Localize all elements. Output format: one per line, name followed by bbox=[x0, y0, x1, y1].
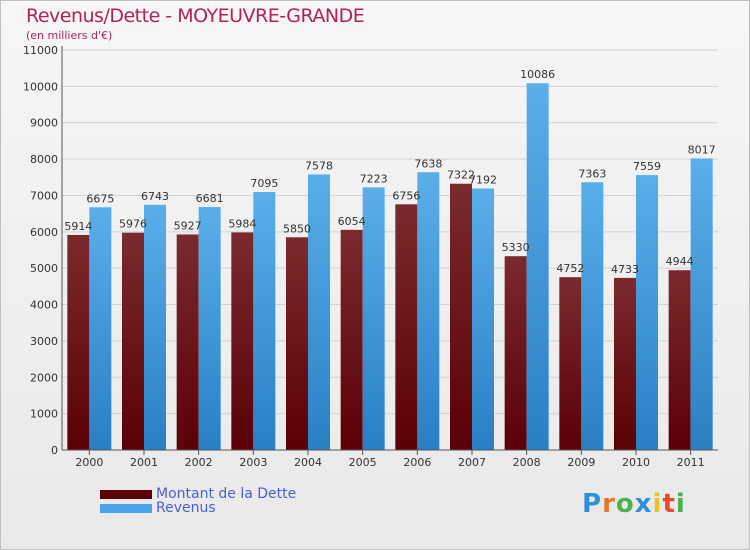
y-tick-label: 0 bbox=[51, 444, 58, 457]
x-tick-label: 2008 bbox=[513, 456, 541, 469]
y-tick-label: 4000 bbox=[30, 299, 58, 312]
data-label-debt: 5927 bbox=[174, 219, 202, 232]
data-label-revenue: 7638 bbox=[414, 157, 442, 170]
bar-revenue bbox=[253, 192, 276, 450]
data-label-revenue: 6675 bbox=[86, 192, 114, 205]
logo-letter: t bbox=[662, 489, 676, 519]
bar-revenue bbox=[89, 207, 112, 450]
proxiti-logo: Proxiti bbox=[582, 489, 686, 519]
y-tick-label: 8000 bbox=[30, 153, 58, 166]
data-label-revenue: 7559 bbox=[633, 160, 661, 173]
y-tick-label: 11000 bbox=[23, 44, 58, 57]
y-tick-label: 9000 bbox=[30, 117, 58, 130]
data-labels: 5914 6675 5976 6743 5927 6681 5984 7095 5850 7578… bbox=[64, 68, 715, 276]
data-label-debt: 7322 bbox=[447, 169, 475, 182]
x-tick-label: 2005 bbox=[349, 456, 377, 469]
bar-revenue bbox=[144, 204, 166, 450]
x-tick-label: 2007 bbox=[458, 456, 486, 469]
bar-debt bbox=[504, 256, 527, 450]
legend-item-debt: Montant de la Dette bbox=[100, 486, 296, 502]
data-label-revenue: 7223 bbox=[360, 172, 388, 185]
logo-letter: o bbox=[615, 489, 635, 519]
data-label-revenue: 7192 bbox=[469, 173, 497, 186]
bar-revenue bbox=[526, 83, 549, 451]
data-label-debt: 5330 bbox=[502, 241, 530, 254]
bar-revenue bbox=[362, 187, 385, 450]
y-tick-label: 10000 bbox=[23, 80, 58, 93]
x-tick-label: 2002 bbox=[185, 456, 213, 469]
y-tick-label: 5000 bbox=[30, 262, 58, 275]
bar-debt bbox=[668, 270, 691, 450]
bar-debt bbox=[450, 183, 472, 450]
x-tick-label: 2003 bbox=[239, 456, 267, 469]
axes bbox=[61, 46, 718, 451]
data-label-debt: 5976 bbox=[119, 218, 147, 231]
legend-label-debt: Montant de la Dette bbox=[156, 486, 297, 502]
bar-revenue bbox=[636, 175, 658, 451]
bar-debt bbox=[176, 234, 199, 450]
data-label-revenue: 6743 bbox=[141, 190, 169, 203]
logo-letter: x bbox=[634, 489, 653, 519]
data-label-revenue: 7095 bbox=[250, 177, 278, 190]
x-tick-label: 2001 bbox=[130, 456, 158, 469]
data-label-revenue: 6681 bbox=[196, 192, 224, 205]
bar-debt bbox=[67, 234, 90, 450]
data-label-debt: 6054 bbox=[338, 215, 366, 228]
bar-revenue bbox=[472, 188, 494, 451]
data-label-debt: 4944 bbox=[666, 255, 694, 268]
logo-letter: i bbox=[652, 489, 663, 519]
x-tick-label: 2006 bbox=[403, 456, 431, 469]
bar-debt bbox=[122, 232, 144, 450]
data-label-revenue: 8017 bbox=[688, 143, 716, 156]
chart-subtitle: (en milliers d'€) bbox=[26, 29, 113, 42]
legend-item-revenue: Revenus bbox=[100, 500, 216, 516]
y-tick-label: 1000 bbox=[30, 408, 58, 421]
x-axis-ticks: 2000 2001 2002 2003 2004 2005 2006 2007 2008 2009… bbox=[75, 450, 705, 469]
data-label-debt: 5914 bbox=[64, 220, 92, 233]
data-label-revenue: 7578 bbox=[305, 159, 333, 172]
data-label-debt: 4752 bbox=[556, 262, 584, 275]
x-tick-label: 2004 bbox=[294, 456, 322, 469]
data-label-debt: 5850 bbox=[283, 222, 311, 235]
data-label-revenue: 7363 bbox=[578, 167, 606, 180]
legend-label-revenue: Revenus bbox=[156, 500, 216, 516]
x-tick-label: 2011 bbox=[677, 456, 705, 469]
bar-debt bbox=[340, 229, 363, 450]
bar-debt bbox=[231, 232, 254, 450]
y-tick-label: 6000 bbox=[30, 226, 58, 239]
x-tick-label: 2000 bbox=[75, 456, 103, 469]
data-label-debt: 5984 bbox=[228, 217, 256, 230]
logo-letter: P bbox=[582, 489, 603, 519]
y-tick-label: 2000 bbox=[30, 371, 58, 384]
y-axis-ticks: 0 1000 2000 3000 4000 5000 6000 7000 8000 9000 100… bbox=[23, 44, 58, 457]
bar-debt bbox=[614, 277, 636, 450]
legend-swatch-debt bbox=[100, 489, 152, 499]
y-tick-label: 7000 bbox=[30, 189, 58, 202]
bar-revenue bbox=[198, 207, 221, 450]
y-tick-label: 3000 bbox=[30, 335, 58, 348]
data-label-revenue: 10086 bbox=[520, 68, 555, 81]
bar-revenue bbox=[690, 158, 713, 451]
logo-letter: i bbox=[675, 489, 686, 519]
bar-debt bbox=[395, 204, 418, 450]
bars bbox=[67, 83, 713, 451]
grid-lines bbox=[62, 49, 718, 415]
x-tick-label: 2009 bbox=[567, 456, 595, 469]
data-label-debt: 4733 bbox=[611, 263, 639, 276]
bar-debt bbox=[286, 237, 308, 450]
x-tick-label: 2010 bbox=[622, 456, 650, 469]
bar-revenue bbox=[308, 174, 330, 450]
bar-revenue bbox=[581, 182, 604, 450]
chart-title: Revenus/Dette - MOYEUVRE-GRANDE bbox=[26, 5, 365, 27]
logo-letter: r bbox=[602, 489, 616, 519]
data-label-debt: 6756 bbox=[392, 189, 420, 202]
legend-swatch-revenue bbox=[100, 503, 152, 513]
bar-revenue bbox=[417, 172, 440, 450]
bar-debt bbox=[559, 277, 582, 450]
